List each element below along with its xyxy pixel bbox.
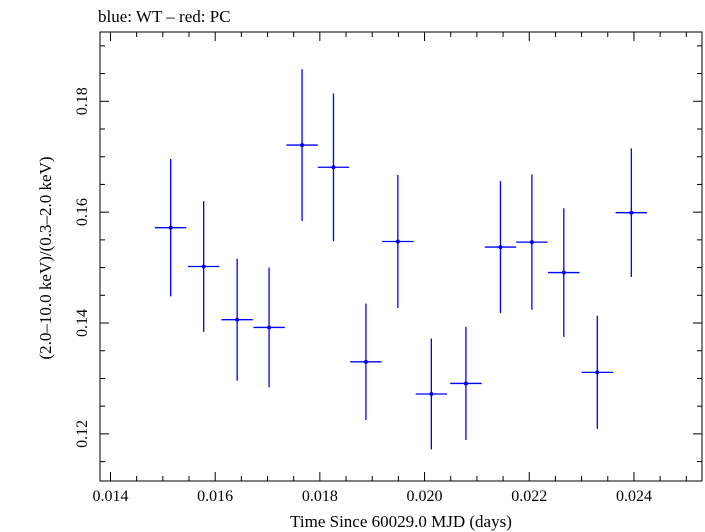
point-marker	[498, 245, 503, 250]
data-series	[154, 69, 648, 450]
point-marker	[168, 225, 173, 230]
x-axis: 0.014 0.016 0.018 0.020 0.022 0.024	[92, 32, 687, 505]
point-marker	[595, 370, 600, 375]
chart-title: blue: WT – red: PC	[98, 7, 231, 26]
x-tick-label: 0.024	[616, 488, 652, 505]
data-point	[615, 148, 648, 278]
point-marker	[331, 165, 336, 170]
data-point	[317, 93, 350, 241]
data-point	[548, 208, 580, 337]
data-point	[221, 258, 253, 381]
data-point	[581, 315, 614, 429]
point-marker	[300, 143, 305, 148]
y-axis-label: (2.0–10.0 keV)/(0.3–2.0 keV)	[36, 156, 55, 359]
data-point	[187, 201, 220, 332]
point-marker	[267, 325, 272, 330]
x-axis-label: Time Since 60029.0 MJD (days)	[290, 512, 512, 531]
data-point	[516, 174, 548, 310]
data-point	[286, 69, 318, 222]
y-tick-label: 0.14	[74, 309, 91, 337]
data-point	[450, 326, 482, 440]
x-tick-label: 0.020	[407, 488, 443, 505]
data-point	[253, 267, 285, 388]
point-marker	[561, 270, 566, 275]
data-point	[415, 338, 448, 450]
x-tick-label: 0.018	[302, 488, 338, 505]
point-marker	[201, 264, 206, 269]
x-tick-label: 0.014	[92, 488, 128, 505]
point-marker	[463, 381, 468, 386]
plot-frame	[99, 31, 703, 482]
data-point	[350, 303, 382, 421]
point-marker	[429, 391, 434, 396]
y-tick-label: 0.12	[74, 420, 91, 448]
data-point	[154, 158, 187, 297]
y-tick-label: 0.16	[74, 198, 91, 226]
data-point	[484, 181, 517, 314]
y-axis: 0.12 0.14 0.16 0.18	[74, 45, 702, 463]
data-point	[382, 175, 414, 309]
point-marker	[363, 359, 368, 364]
point-marker	[395, 239, 400, 244]
x-tick-label: 0.016	[197, 488, 233, 505]
point-marker	[529, 240, 534, 245]
x-tick-label: 0.022	[511, 488, 547, 505]
point-marker	[629, 210, 634, 215]
y-tick-label: 0.18	[74, 87, 91, 115]
point-marker	[235, 317, 240, 322]
